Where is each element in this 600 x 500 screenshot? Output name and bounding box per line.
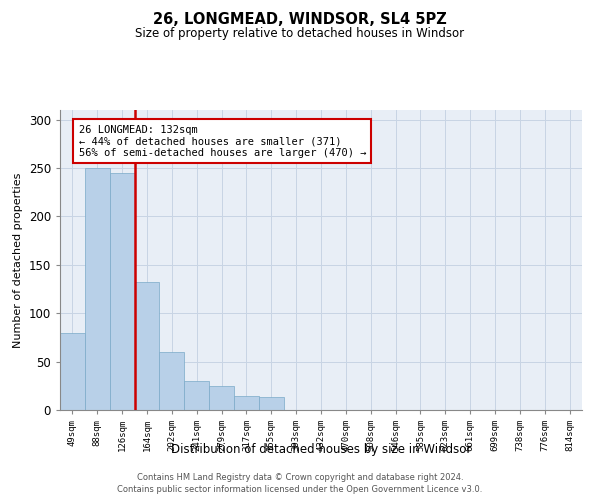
Text: 26 LONGMEAD: 132sqm
← 44% of detached houses are smaller (371)
56% of semi-detac: 26 LONGMEAD: 132sqm ← 44% of detached ho…: [79, 124, 366, 158]
Bar: [110, 173, 134, 410]
Text: 26, LONGMEAD, WINDSOR, SL4 5PZ: 26, LONGMEAD, WINDSOR, SL4 5PZ: [153, 12, 447, 28]
Text: Size of property relative to detached houses in Windsor: Size of property relative to detached ho…: [136, 28, 464, 40]
Text: Contains HM Land Registry data © Crown copyright and database right 2024.: Contains HM Land Registry data © Crown c…: [137, 472, 463, 482]
Bar: [160, 352, 184, 410]
Bar: [184, 381, 209, 410]
Y-axis label: Number of detached properties: Number of detached properties: [13, 172, 23, 348]
Bar: [234, 396, 259, 410]
Bar: [209, 386, 234, 410]
Text: Distribution of detached houses by size in Windsor: Distribution of detached houses by size …: [171, 442, 471, 456]
Bar: [60, 332, 85, 410]
Bar: [85, 168, 110, 410]
Bar: [259, 398, 284, 410]
Bar: [134, 282, 160, 410]
Text: Contains public sector information licensed under the Open Government Licence v3: Contains public sector information licen…: [118, 485, 482, 494]
